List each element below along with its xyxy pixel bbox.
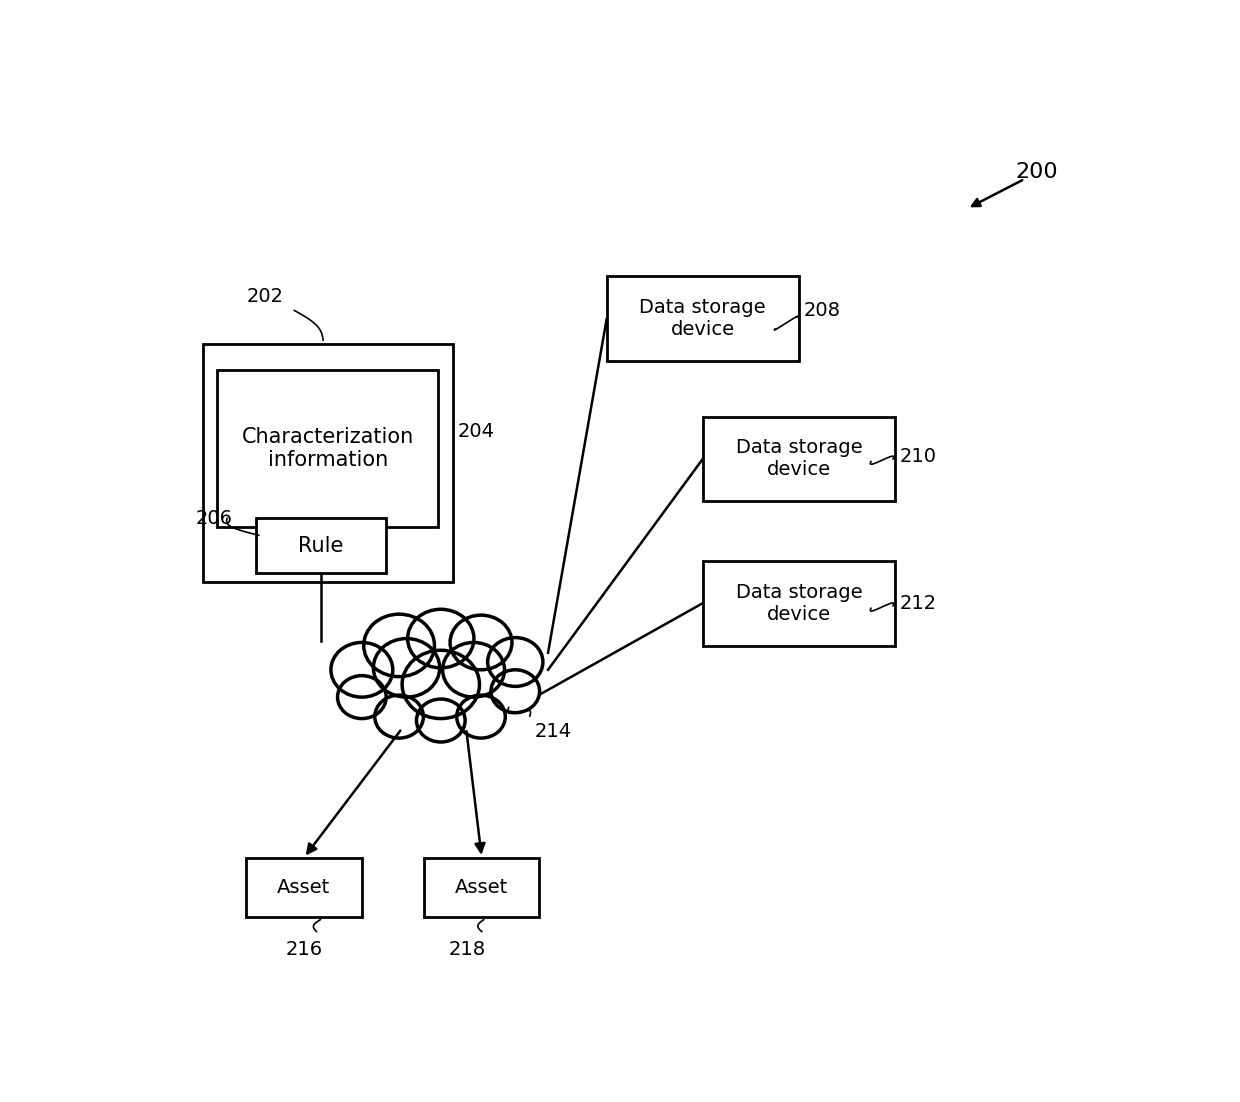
Circle shape	[337, 676, 386, 719]
Circle shape	[402, 650, 480, 719]
Text: Data storage
device: Data storage device	[735, 439, 862, 479]
Circle shape	[373, 638, 440, 698]
Circle shape	[363, 614, 434, 677]
Bar	[255, 518, 386, 573]
Text: 216: 216	[285, 940, 322, 959]
Bar	[203, 344, 453, 582]
Text: 206: 206	[196, 509, 232, 528]
Circle shape	[491, 670, 539, 713]
Text: 208: 208	[804, 301, 841, 320]
Text: 204: 204	[458, 422, 495, 441]
Bar	[247, 857, 362, 917]
Text: Asset: Asset	[278, 878, 331, 897]
Text: 210: 210	[900, 447, 936, 466]
Circle shape	[331, 642, 393, 698]
Text: 218: 218	[449, 940, 486, 959]
Text: Asset: Asset	[455, 878, 508, 897]
Circle shape	[456, 695, 506, 738]
Circle shape	[408, 609, 474, 668]
Circle shape	[487, 638, 543, 687]
Text: 212: 212	[900, 594, 937, 613]
Circle shape	[417, 699, 465, 742]
Text: Data storage
device: Data storage device	[735, 583, 862, 624]
Bar	[606, 277, 799, 361]
Circle shape	[374, 695, 423, 738]
Bar	[217, 370, 439, 527]
Bar	[424, 857, 539, 917]
Text: 200: 200	[1016, 162, 1058, 182]
Bar	[703, 561, 895, 646]
Circle shape	[450, 615, 512, 670]
Circle shape	[443, 642, 505, 698]
Text: 202: 202	[247, 288, 284, 306]
Text: Data storage
device: Data storage device	[640, 299, 766, 339]
Text: Rule: Rule	[298, 536, 343, 555]
Text: Characterization
information: Characterization information	[242, 426, 414, 469]
Text: 214: 214	[534, 722, 572, 741]
Bar	[703, 417, 895, 501]
